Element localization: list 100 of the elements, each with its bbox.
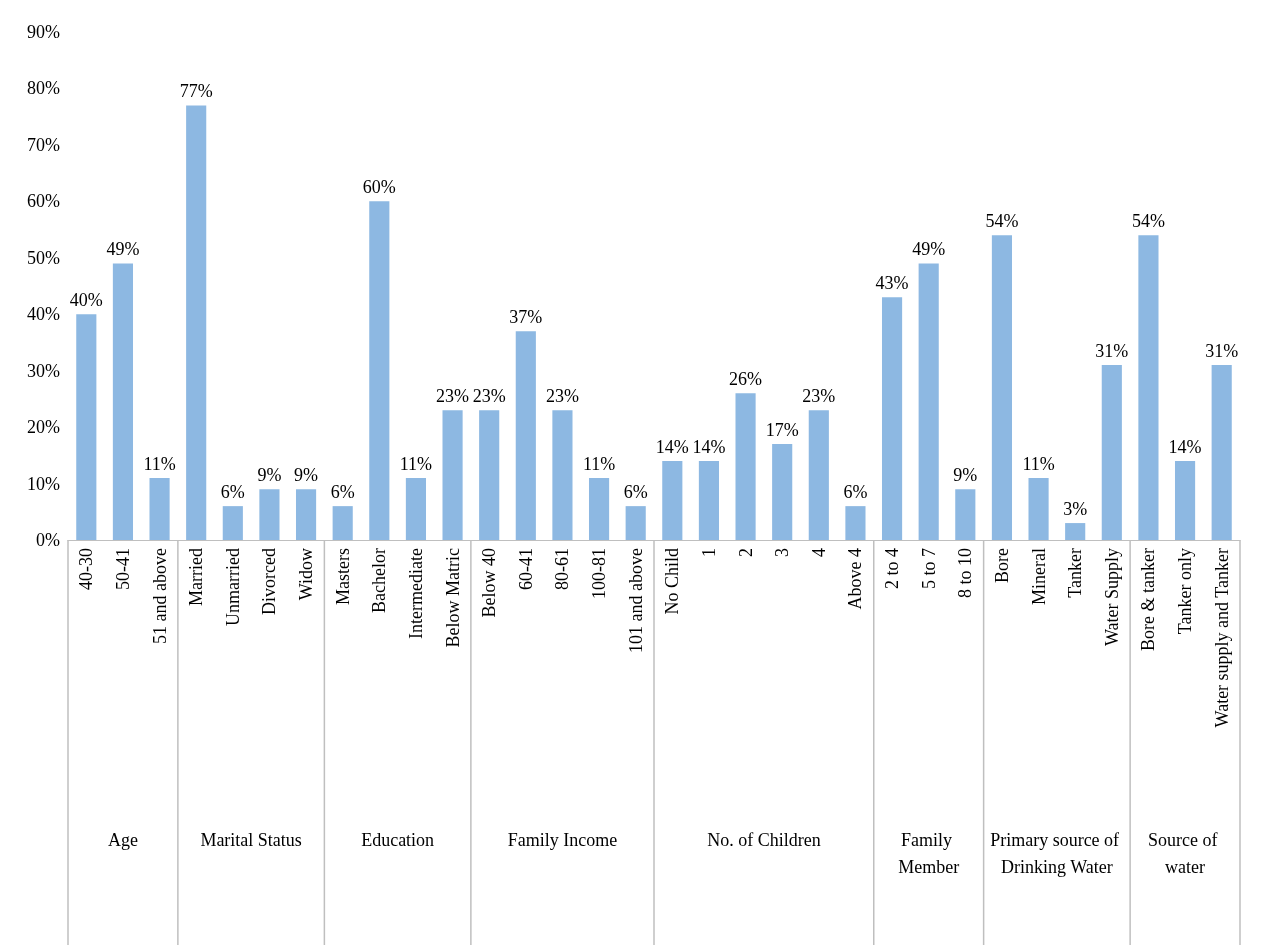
y-tick-label: 60% bbox=[27, 191, 60, 212]
text: No. of Children bbox=[707, 829, 821, 850]
data-label: 14% bbox=[1168, 436, 1202, 457]
bar bbox=[259, 489, 280, 540]
data-label: 11% bbox=[143, 453, 176, 474]
y-tick-label: 80% bbox=[27, 78, 60, 99]
data-label: 6% bbox=[843, 482, 868, 503]
data-label: 77% bbox=[179, 81, 213, 102]
bar bbox=[735, 393, 756, 540]
x-tick-label: Tanker only bbox=[1175, 548, 1196, 635]
x-tick-label: 80-61 bbox=[552, 548, 573, 590]
data-label: 3% bbox=[1063, 499, 1088, 520]
x-tick-label: Unmarried bbox=[222, 548, 243, 626]
x-tick-label: 40-30 bbox=[76, 548, 97, 590]
x-tick-label: 8 to 10 bbox=[955, 548, 976, 599]
bar bbox=[881, 297, 903, 540]
bar bbox=[1101, 365, 1122, 540]
x-tick-label: Intermediate bbox=[405, 547, 426, 639]
bar bbox=[1138, 235, 1159, 540]
x-tick-label: 51 and above bbox=[149, 547, 170, 644]
y-tick-label: 10% bbox=[27, 473, 60, 494]
bar bbox=[112, 263, 134, 540]
data-label: 31% bbox=[1095, 341, 1129, 362]
data-label: 6% bbox=[330, 482, 355, 503]
x-tick-label: Above 4 bbox=[845, 548, 866, 610]
bar bbox=[1065, 523, 1086, 540]
data-label: 23% bbox=[436, 386, 470, 407]
x-tick-label: Bore & tanker bbox=[1138, 548, 1159, 651]
x-tick-label: Water Supply bbox=[1101, 548, 1122, 647]
data-label: 54% bbox=[1131, 211, 1165, 232]
y-tick-label: 50% bbox=[27, 247, 60, 268]
x-tick-label: Divorced bbox=[259, 548, 280, 615]
x-tick-label: No Child bbox=[662, 548, 683, 615]
bar bbox=[149, 477, 170, 540]
bar bbox=[845, 506, 866, 540]
data-label: 60% bbox=[362, 177, 396, 198]
y-tick-label: 20% bbox=[27, 417, 60, 438]
bar bbox=[186, 105, 207, 540]
data-label: 11% bbox=[1022, 453, 1055, 474]
y-tick-label: 0% bbox=[36, 530, 60, 550]
data-label: 11% bbox=[582, 453, 616, 474]
x-tick-label: Water supply and Tanker bbox=[1211, 548, 1232, 728]
data-label: 37% bbox=[509, 307, 543, 328]
bar bbox=[405, 477, 427, 540]
bar bbox=[442, 410, 463, 540]
bar bbox=[625, 506, 646, 540]
bar bbox=[662, 460, 683, 540]
data-label: 49% bbox=[912, 239, 946, 260]
bar bbox=[1028, 477, 1049, 540]
data-label: 40% bbox=[69, 290, 103, 311]
x-tick-label: 2 bbox=[735, 548, 756, 557]
x-tick-label: Below Matric bbox=[442, 548, 463, 648]
x-tick-label: Bore bbox=[991, 548, 1012, 583]
source-note: Source of water bbox=[1148, 829, 1223, 877]
data-label: 9% bbox=[257, 465, 282, 486]
data-label: 9% bbox=[953, 465, 978, 486]
bar bbox=[552, 410, 573, 540]
data-label: 9% bbox=[294, 465, 319, 486]
data-label: 43% bbox=[875, 273, 909, 294]
data-label: 23% bbox=[802, 386, 836, 407]
data-label: 6% bbox=[220, 482, 245, 503]
text: Age bbox=[107, 829, 138, 850]
y-tick-label: 70% bbox=[27, 134, 60, 155]
bar bbox=[955, 489, 976, 540]
x-tick-label: 100-81 bbox=[589, 548, 610, 599]
x-tick-label: 5 to 7 bbox=[918, 548, 939, 590]
x-tick-label: Widow bbox=[296, 548, 317, 601]
text: Family Income bbox=[507, 829, 618, 850]
text: Education bbox=[361, 829, 435, 850]
x-tick-label: 60-41 bbox=[515, 548, 536, 590]
data-label: 17% bbox=[765, 420, 799, 441]
x-tick-label: Mineral bbox=[1028, 548, 1049, 605]
y-tick-label: 30% bbox=[27, 360, 60, 381]
bar bbox=[772, 444, 793, 540]
y-tick-label: 40% bbox=[27, 304, 60, 325]
data-label: 14% bbox=[692, 436, 726, 457]
x-tick-label: Masters bbox=[332, 548, 353, 605]
bar bbox=[698, 460, 720, 540]
bar bbox=[222, 506, 243, 540]
bar bbox=[1174, 460, 1196, 540]
data-label: 11% bbox=[399, 453, 433, 474]
data-label: 31% bbox=[1205, 341, 1239, 362]
x-tick-label: 50-41 bbox=[112, 548, 133, 590]
data-label: 23% bbox=[545, 386, 579, 407]
text: Primary source of Drinking Water bbox=[990, 829, 1124, 877]
y-tick-label: 90% bbox=[27, 22, 60, 42]
data-label: 14% bbox=[655, 436, 689, 457]
x-tick-label: Tanker bbox=[1065, 548, 1086, 598]
bar bbox=[991, 235, 1013, 540]
data-label: 6% bbox=[623, 482, 648, 503]
x-tick-label: Married bbox=[186, 548, 207, 606]
x-tick-label: 3 bbox=[772, 548, 793, 557]
x-tick-label: Below 40 bbox=[479, 548, 500, 618]
data-label: 26% bbox=[729, 369, 763, 390]
bar bbox=[369, 201, 390, 540]
x-tick-label: Bachelor bbox=[369, 547, 390, 613]
bar bbox=[1211, 365, 1232, 540]
data-label: 23% bbox=[472, 386, 506, 407]
data-label: 49% bbox=[106, 239, 140, 260]
data-label: 54% bbox=[985, 211, 1019, 232]
